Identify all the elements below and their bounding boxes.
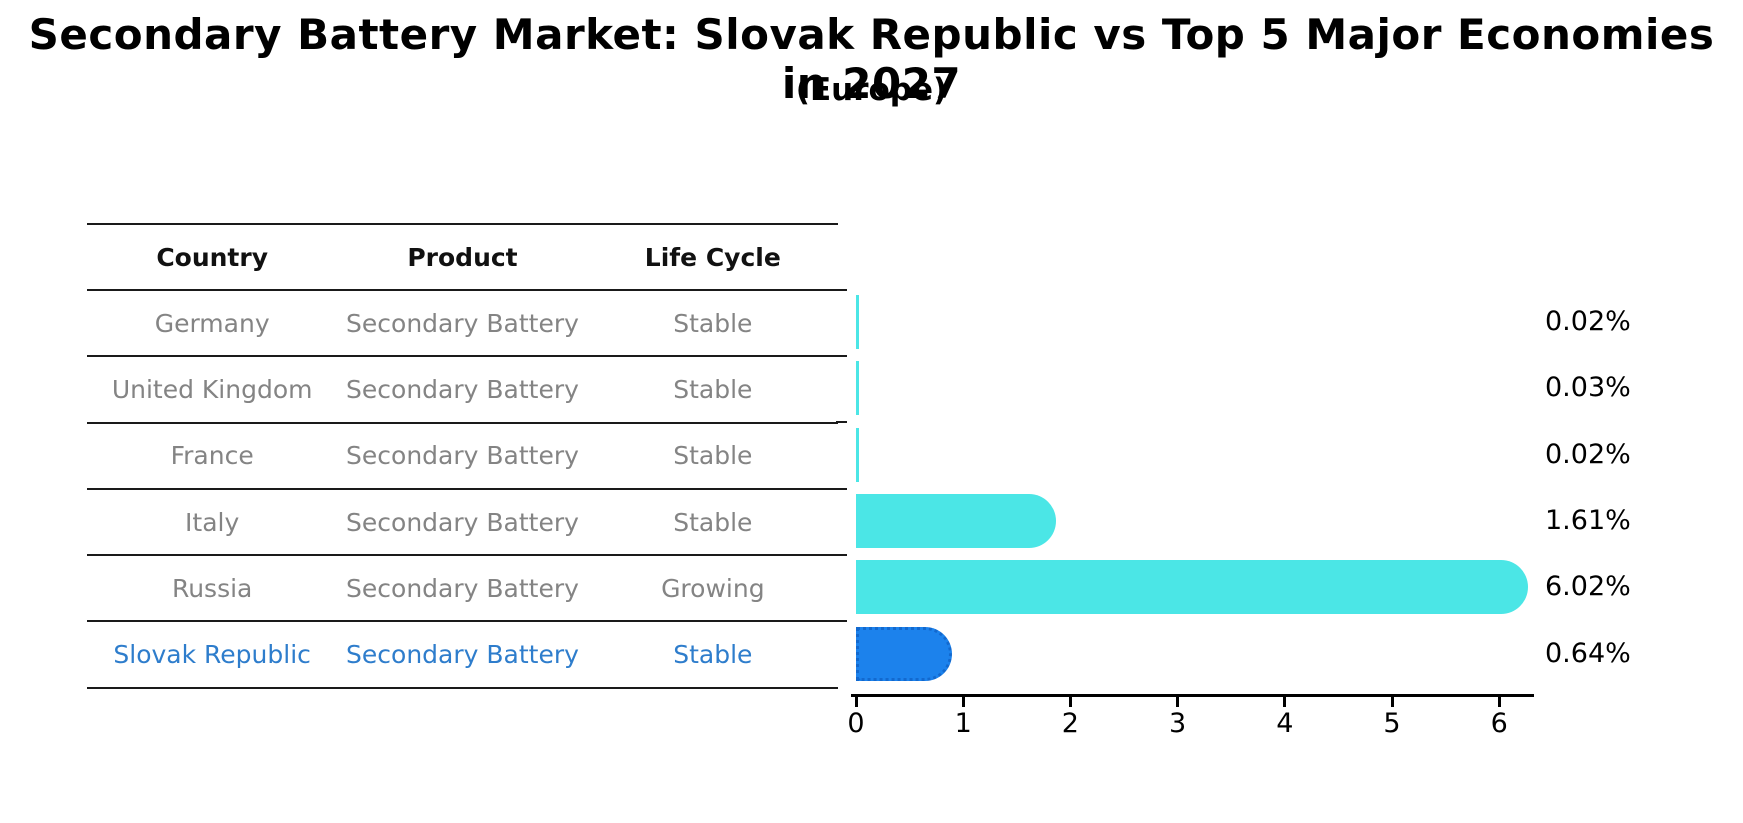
table-row: United Kingdom Secondary Battery Stable <box>87 357 838 424</box>
product-cell: Secondary Battery <box>346 640 579 670</box>
x-axis-line <box>851 694 1534 697</box>
x-tick <box>1068 697 1072 707</box>
country-cell: Italy <box>185 507 240 537</box>
table-row: Russia Secondary Battery Growing <box>87 556 838 623</box>
table-row: Italy Secondary Battery Stable <box>87 490 838 557</box>
column-header-country: Country <box>156 242 269 272</box>
value-label: 0.02% <box>1545 438 1631 470</box>
bar-france <box>856 427 859 482</box>
product-cell: Secondary Battery <box>346 308 579 338</box>
product-cell: Secondary Battery <box>346 441 579 471</box>
country-cell: United Kingdom <box>111 374 313 404</box>
country-cell: Slovak Republic <box>113 640 311 670</box>
x-tick-label: 1 <box>954 708 972 739</box>
x-tick-label: 3 <box>1169 708 1187 739</box>
column-header-product: Product <box>407 242 518 272</box>
x-tick-label: 4 <box>1276 708 1294 739</box>
country-cell: Germany <box>154 308 270 338</box>
chart-subtitle: (Europe) <box>795 72 948 108</box>
y-tick <box>836 487 847 490</box>
x-tick <box>1497 697 1501 707</box>
value-label: 1.61% <box>1545 504 1631 536</box>
lifecycle-cell: Stable <box>673 640 753 670</box>
x-tick <box>1176 697 1180 707</box>
x-tick <box>961 697 965 707</box>
country-cell: France <box>170 441 254 471</box>
value-label: 0.64% <box>1545 637 1631 669</box>
x-tick <box>854 697 858 707</box>
y-tick <box>836 421 847 424</box>
table-row: France Secondary Battery Stable <box>87 424 838 490</box>
bar-united-kingdom <box>856 361 860 416</box>
x-tick <box>1283 697 1287 707</box>
country-table: Country Product Life Cycle Germany Second… <box>87 223 838 689</box>
lifecycle-cell: Stable <box>673 374 753 404</box>
value-label: 0.03% <box>1545 372 1631 404</box>
bar-russia <box>856 560 1529 615</box>
product-cell: Secondary Battery <box>346 573 579 603</box>
table-body: Germany Secondary Battery Stable United Kin… <box>87 291 838 689</box>
table-row: Germany Secondary Battery Stable <box>87 291 838 358</box>
bar-slovak-republic <box>856 626 952 681</box>
bar-germany <box>856 295 859 349</box>
column-header-lifecycle: Life Cycle <box>644 242 781 272</box>
lifecycle-cell: Stable <box>673 507 753 537</box>
table-header-row: Country Product Life Cycle <box>87 223 838 291</box>
y-tick <box>836 288 847 291</box>
y-tick <box>836 355 847 358</box>
y-tick <box>836 620 847 623</box>
x-tick-label: 2 <box>1061 708 1079 739</box>
value-label: 6.02% <box>1545 571 1631 603</box>
country-cell: Russia <box>171 573 253 603</box>
lifecycle-cell: Stable <box>673 441 753 471</box>
bar-italy <box>856 493 1056 548</box>
x-tick-label: 6 <box>1490 708 1508 739</box>
x-tick <box>1390 697 1394 707</box>
lifecycle-cell: Growing <box>661 573 765 603</box>
product-cell: Secondary Battery <box>346 507 579 537</box>
lifecycle-cell: Stable <box>673 308 753 338</box>
value-label: 0.02% <box>1545 306 1631 337</box>
x-tick-label: 5 <box>1383 708 1401 739</box>
product-cell: Secondary Battery <box>346 374 579 404</box>
x-tick-label: 0 <box>847 708 865 739</box>
chart-title: Secondary Battery Market: Slovak Republi… <box>28 10 1715 108</box>
table-row: Slovak Republic Secondary Battery Stable <box>87 622 838 689</box>
y-tick <box>836 554 847 557</box>
